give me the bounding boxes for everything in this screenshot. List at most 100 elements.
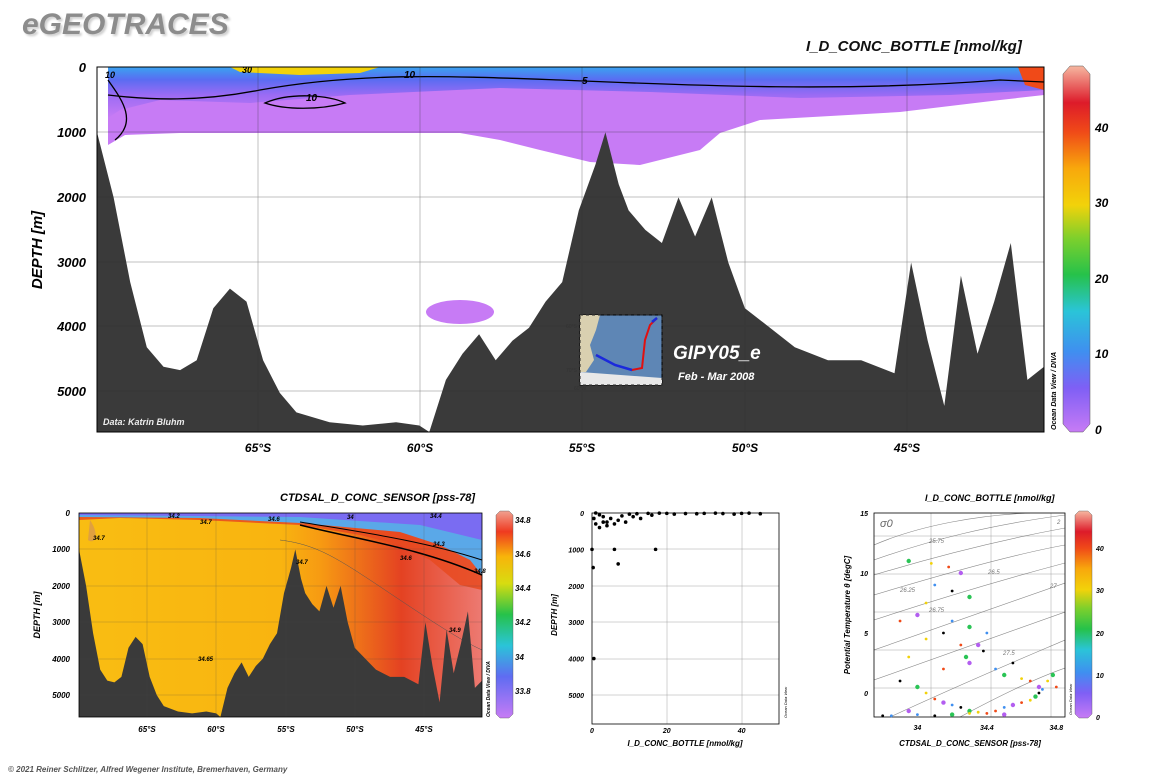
x-tick-label: 50°S <box>346 725 364 734</box>
x-tick-label: 50°S <box>732 441 758 455</box>
ts-point <box>906 708 911 714</box>
isopycnal-label: 26.5 <box>987 570 1000 576</box>
scatter-point <box>713 511 718 515</box>
ts-point <box>1028 679 1032 683</box>
colorbar-tick: 30 <box>1096 588 1104 595</box>
y-axis-label: DEPTH [m] <box>32 590 42 638</box>
ts-point <box>1020 701 1023 704</box>
x-tick-label: 40 <box>737 728 746 735</box>
colorbar-tick: 34.6 <box>515 550 531 559</box>
x-tick-label: 34.8 <box>1050 725 1064 732</box>
x-tick-label: 20 <box>662 728 671 735</box>
scatter-point <box>739 511 744 516</box>
contour-label: 34.4 <box>430 514 442 520</box>
x-tick-label: 45°S <box>414 725 433 734</box>
scatter-point <box>650 513 654 517</box>
ts-point <box>981 649 985 653</box>
contour-label: 34.7 <box>200 520 212 526</box>
ts-point <box>959 643 963 647</box>
ts-point <box>941 700 946 705</box>
ts-point <box>924 637 928 641</box>
contour-label: 34.6 <box>268 517 280 523</box>
x-tick-label: 55°S <box>569 441 595 455</box>
ts-point <box>907 655 911 659</box>
ts-point <box>985 712 989 715</box>
ts-point <box>963 654 969 660</box>
isopycnal-label: 26.25 <box>899 588 916 594</box>
ts-point <box>933 714 937 718</box>
scatter-point <box>638 516 643 521</box>
contour-label: 10 <box>105 70 115 80</box>
ts-point <box>947 565 951 569</box>
inset-lat-label: 60°S <box>566 324 578 330</box>
y-axis-label: Potential Temperature θ [degC] <box>843 555 852 674</box>
y-tick-label: 5 <box>864 631 868 638</box>
x-tick-label: 55°S <box>277 725 295 734</box>
ts-point <box>949 712 955 717</box>
cruise-inset-map: 60°S 70°S 60°W 0° <box>566 314 663 392</box>
colorbar-tick: 33.8 <box>515 687 531 696</box>
scatter-point <box>592 656 596 661</box>
y-tick-label: 4000 <box>51 655 70 664</box>
y-tick-label: 1000 <box>57 125 87 140</box>
contour-label: 34.7 <box>93 536 105 542</box>
y-tick-label: 2000 <box>567 584 584 591</box>
ts-point <box>906 558 911 564</box>
y-tick-label: 5000 <box>568 693 584 700</box>
ts-point <box>1041 688 1044 691</box>
y-tick-label: 3000 <box>568 620 584 627</box>
scatter-point <box>605 520 609 524</box>
x-tick-label: 65°S <box>245 441 271 455</box>
ts-point <box>967 660 972 666</box>
colorbar-tick: 20 <box>1094 272 1109 286</box>
ts-title: I_D_CONC_BOTTLE [nmol/kg] <box>925 493 1056 503</box>
scatter-point <box>627 512 632 516</box>
ts-point <box>976 710 980 714</box>
ts-point <box>967 594 972 600</box>
ts-point <box>1028 698 1032 702</box>
scatter-point <box>702 511 706 516</box>
ts-point <box>968 712 971 715</box>
odv-label: Ocean Data View / DIVA <box>1051 352 1058 430</box>
ts-point <box>916 713 919 716</box>
isopycnal-label: 26.75 <box>928 608 945 614</box>
salinity-section-chart: CTDSAL_D_CONC_SENSOR [pss-78] 34.7 34.7 … <box>32 492 531 734</box>
contour-label: 10 <box>306 93 318 104</box>
colorbar-tick: 10 <box>1096 673 1104 680</box>
ts-point <box>1010 702 1016 708</box>
sigma-label: σ0 <box>880 518 894 530</box>
ts-point <box>1033 694 1038 699</box>
y-axis-label: DEPTH [m] <box>550 594 559 636</box>
ts-point <box>1002 706 1006 709</box>
ts-point <box>994 667 997 671</box>
ts-point <box>967 708 972 714</box>
contour-label: 34.6 <box>400 556 412 562</box>
colorbar <box>495 510 514 719</box>
scatter-point <box>597 513 602 517</box>
ts-point <box>1054 685 1058 689</box>
contour-label: 34.3 <box>433 542 445 548</box>
ts-point <box>1037 691 1041 695</box>
scatter-point <box>747 511 751 515</box>
odv-label: Ocean Data View / DIVA <box>486 661 492 717</box>
scatter-point <box>653 547 658 552</box>
scatter-point <box>616 562 620 566</box>
ts-point <box>924 691 928 695</box>
colorbar-tick: 34.8 <box>515 516 531 525</box>
ts-point <box>1050 672 1056 678</box>
inset-lon-label: 0° <box>622 386 627 392</box>
scatter-point <box>593 511 598 515</box>
x-tick-label: 34.4 <box>980 725 994 732</box>
y-tick-label: 0 <box>79 60 87 75</box>
scatter-point <box>605 523 609 528</box>
deep-patch <box>426 300 494 324</box>
y-tick-label: 2000 <box>56 190 87 205</box>
ts-point <box>942 631 945 635</box>
y-axis-label: DEPTH [m] <box>29 210 46 289</box>
x-axis-label: I_D_CONC_BOTTLE [nmol/kg] <box>627 739 742 748</box>
contour-label: 34.2 <box>168 514 180 520</box>
ts-point <box>898 619 902 623</box>
ts-point <box>929 562 933 565</box>
scatter-point <box>612 522 617 526</box>
